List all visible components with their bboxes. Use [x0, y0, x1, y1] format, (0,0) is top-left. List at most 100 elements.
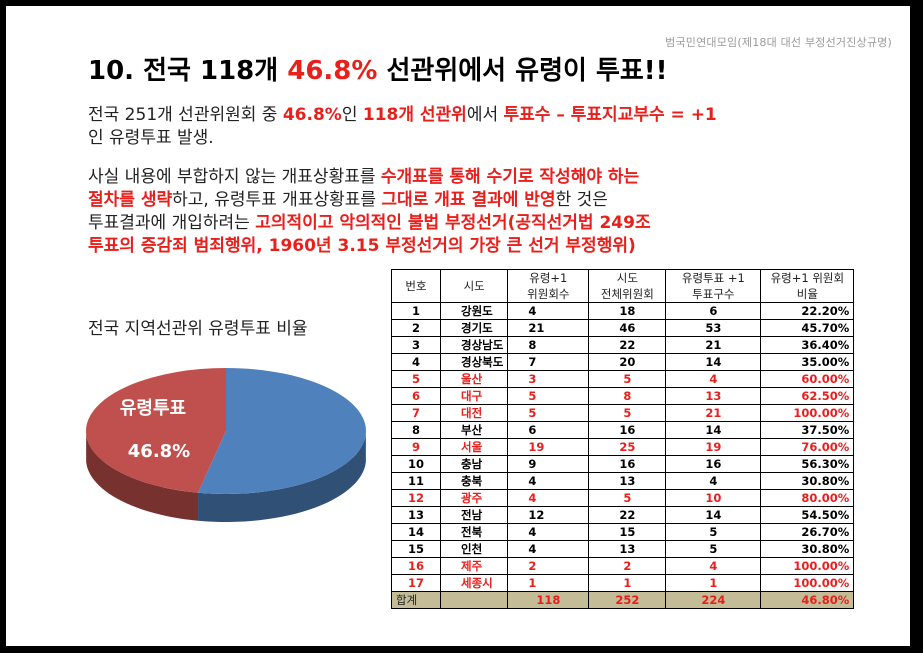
table-total-row: 합계 118 252 224 46.80%	[391, 591, 855, 609]
cell-ghost-precincts: 14	[665, 506, 762, 524]
cell-ratio: 62.50%	[760, 387, 855, 405]
p1-text-a: 전국 251개 선관위원회 중	[88, 105, 283, 125]
cell-ghost-committees: 6	[507, 421, 590, 439]
cell-ghost-committees: 4	[507, 302, 590, 320]
p1-highlight-count: 118개 선관위	[362, 105, 467, 125]
header-ghost-precincts: 유령투표 +1 투표구수	[665, 269, 762, 303]
cell-ghost-committees: 3	[507, 370, 590, 388]
cell-region: 강원도	[439, 302, 509, 320]
cell-ghost-precincts: 21	[665, 404, 762, 422]
cell-ghost-precincts: 14	[665, 353, 762, 371]
p2-text-f: 한 것은	[555, 190, 608, 210]
cell-region: 대구	[439, 387, 509, 405]
total-ghost-committees: 118	[507, 591, 590, 609]
cell-ghost-committees: 4	[507, 523, 590, 541]
cell-total-committees: 25	[588, 438, 667, 456]
cell-ghost-committees: 4	[507, 472, 590, 490]
slide-title: 10. 전국 118개 46.8% 선관위에서 유령이 투표!!	[88, 50, 668, 87]
cell-no: 3	[391, 336, 441, 354]
total-total-committees: 252	[588, 591, 667, 609]
cell-ghost-precincts: 5	[665, 523, 762, 541]
cell-no: 6	[391, 387, 441, 405]
cell-total-committees: 8	[588, 387, 667, 405]
cell-ratio: 56.30%	[760, 455, 855, 473]
table-row: 13 전남 12 22 14 54.50%	[391, 506, 855, 524]
cell-ghost-committees: 2	[507, 557, 590, 575]
p2-text-d: 하고, 유령투표 개표상황표를	[172, 190, 382, 210]
cell-region: 부산	[439, 421, 509, 439]
cell-no: 15	[391, 540, 441, 558]
cell-no: 5	[391, 370, 441, 388]
ghost-vote-pie-chart: 유령투표 46.8%	[86, 368, 366, 522]
cell-ghost-committees: 9	[507, 455, 590, 473]
cell-ghost-precincts: 10	[665, 489, 762, 507]
table-row: 8 부산 6 16 14 37.50%	[391, 421, 855, 439]
cell-ghost-committees: 1	[507, 574, 590, 592]
cell-ghost-precincts: 14	[665, 421, 762, 439]
p2-highlight-i: 투표의 증감죄 범죄행위, 1960년 3.15 부정선거의 가장 큰 선거 부…	[88, 236, 636, 256]
table-row: 12 광주 4 5 10 80.00%	[391, 489, 855, 507]
header-ratio: 유령+1 위원회 비율	[760, 269, 855, 303]
header-total-committees: 시도 전체위원회	[588, 269, 667, 303]
p1-highlight-percent: 46.8%	[282, 105, 342, 125]
p1-text-e: 에서	[466, 105, 504, 125]
pie-slice-side	[86, 433, 199, 521]
cell-region: 대전	[439, 404, 509, 422]
header-no: 번호	[391, 269, 441, 303]
cell-total-committees: 16	[588, 421, 667, 439]
title-highlight: 46.8%	[287, 56, 378, 86]
cell-ratio: 100.00%	[760, 557, 855, 575]
summary-paragraph: 전국 251개 선관위원회 중 46.8%인 118개 선관위에서 투표수 – …	[88, 104, 717, 150]
table-row: 17 세종시 1 1 1 100.00%	[391, 574, 855, 592]
cell-total-committees: 5	[588, 404, 667, 422]
cell-region: 충북	[439, 472, 509, 490]
cell-region: 충남	[439, 455, 509, 473]
cell-ghost-precincts: 53	[665, 319, 762, 337]
cell-ghost-committees: 7	[507, 353, 590, 371]
slide: 범국민연대모임(제18대 대선 부정선거진상규명) 10. 전국 118개 46…	[6, 6, 910, 646]
cell-ratio: 22.20%	[760, 302, 855, 320]
table-row: 10 충남 9 16 16 56.30%	[391, 455, 855, 473]
p2-text-g: 투표결과에 개입하려는	[88, 213, 256, 233]
cell-total-committees: 16	[588, 455, 667, 473]
cell-total-committees: 18	[588, 302, 667, 320]
table-body: 1 강원도 4 18 6 22.20% 2 경기도 21 46 53 45.70% 3 경상남도 8 22 21…	[391, 302, 855, 609]
cell-ratio: 80.00%	[760, 489, 855, 507]
cell-region: 전남	[439, 506, 509, 524]
table-row: 1 강원도 4 18 6 22.20%	[391, 302, 855, 320]
cell-region: 인천	[439, 540, 509, 558]
cell-ghost-committees: 8	[507, 336, 590, 354]
p1-highlight-formula: 투표수 – 투표지교부수 = +1	[503, 105, 717, 125]
cell-ghost-committees: 5	[507, 387, 590, 405]
title-prefix: 10. 전국 118개	[88, 56, 288, 86]
p2-highlight-h: 고의적이고 악의적인 불법 부정선거(공직선거법 249조	[255, 213, 651, 233]
cell-no: 13	[391, 506, 441, 524]
table-row: 2 경기도 21 46 53 45.70%	[391, 319, 855, 337]
cell-total-committees: 15	[588, 523, 667, 541]
total-label: 합계	[391, 591, 441, 609]
cell-ratio: 100.00%	[760, 574, 855, 592]
cell-no: 10	[391, 455, 441, 473]
table-header-row: 번호 시도 유령+1 위원회수 시도 전체위원회 유령투표 +1 투표구수 유령+1 …	[391, 269, 855, 303]
cell-ghost-precincts: 21	[665, 336, 762, 354]
cell-ratio: 30.80%	[760, 472, 855, 490]
table-row: 3 경상남도 8 22 21 36.40%	[391, 336, 855, 354]
ghost-vote-table: 번호 시도 유령+1 위원회수 시도 전체위원회 유령투표 +1 투표구수 유령+1 …	[391, 269, 855, 609]
cell-ghost-precincts: 4	[665, 370, 762, 388]
table-row: 4 경상북도 7 20 14 35.00%	[391, 353, 855, 371]
cell-no: 2	[391, 319, 441, 337]
cell-no: 8	[391, 421, 441, 439]
cell-region: 광주	[439, 489, 509, 507]
cell-ratio: 54.50%	[760, 506, 855, 524]
table-row: 14 전북 4 15 5 26.70%	[391, 523, 855, 541]
cell-ratio: 60.00%	[760, 370, 855, 388]
cell-ratio: 76.00%	[760, 438, 855, 456]
p2-highlight-c: 절차를 생략	[88, 190, 173, 210]
cell-ghost-committees: 4	[507, 540, 590, 558]
cell-ghost-committees: 5	[507, 404, 590, 422]
cell-no: 1	[391, 302, 441, 320]
cell-total-committees: 5	[588, 489, 667, 507]
cell-no: 11	[391, 472, 441, 490]
cell-total-committees: 22	[588, 506, 667, 524]
table-row: 16 제주 2 2 4 100.00%	[391, 557, 855, 575]
